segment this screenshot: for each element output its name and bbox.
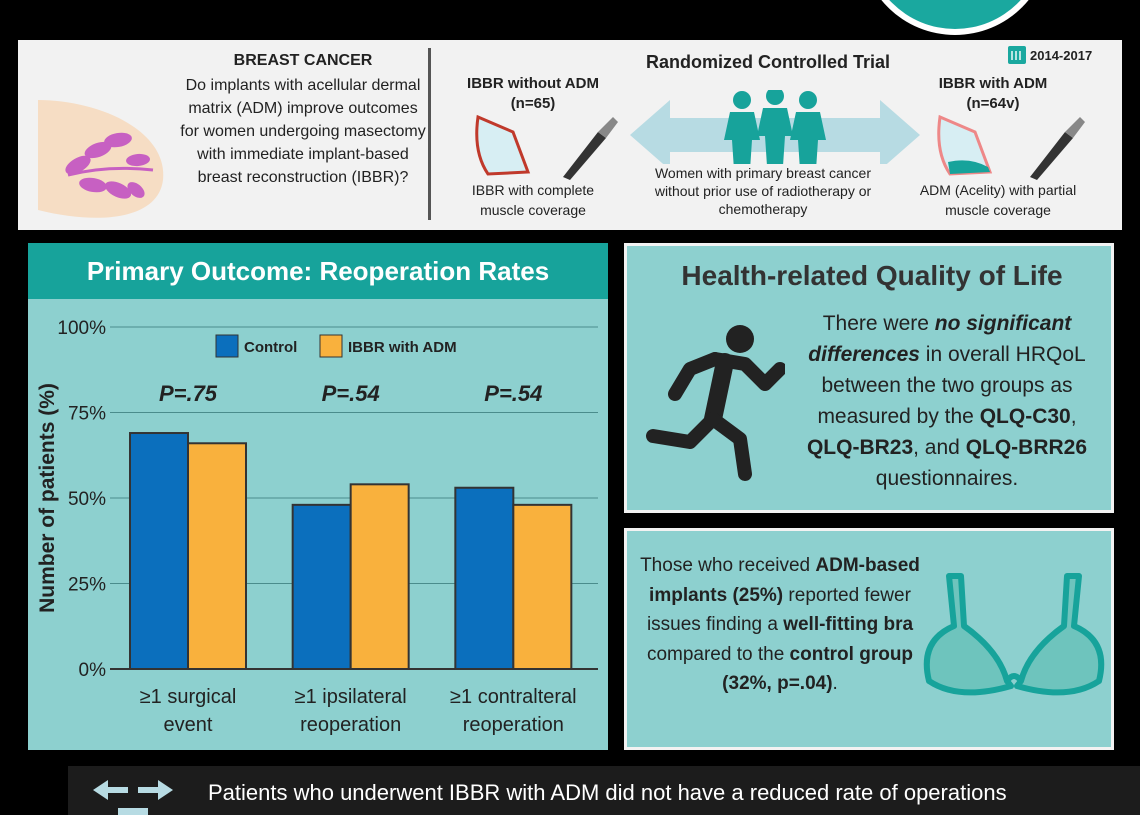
control-arm-caption: IBBR with complete muscle coverage <box>471 182 595 218</box>
hrqol-panel: Health-related Quality of Life There wer… <box>624 243 1114 513</box>
bra-text-3: compared to the <box>646 643 790 665</box>
x-category-label: ≥1 contralteral <box>450 686 577 708</box>
bar-control <box>454 486 515 670</box>
bar-control <box>291 503 352 670</box>
hrqol-summary: There were no significant differences in… <box>792 308 1102 494</box>
p-value-label: P=.54 <box>322 381 380 406</box>
x-category-label: ≥1 ipsilateral <box>295 686 407 708</box>
y-tick-label: 50% <box>68 489 106 510</box>
legend-swatch-control <box>215 334 239 358</box>
hrqol-title: Health-related Quality of Life <box>681 260 1063 291</box>
bra-fit-panel: Those who received ADM-based implants (2… <box>624 528 1114 750</box>
calendar-icon <box>1008 46 1026 64</box>
x-category-label: reoperation <box>300 714 401 736</box>
y-tick-label: 100% <box>57 318 106 339</box>
breast-illustration-icon <box>38 100 164 218</box>
p-value-label: P=.75 <box>159 381 218 406</box>
y-tick-label: 75% <box>68 404 106 425</box>
top-banner <box>0 0 1140 40</box>
bra-fit-summary: Those who received ADM-based implants (2… <box>635 551 925 699</box>
bar-control <box>129 432 189 670</box>
x-category-label: event <box>164 714 213 736</box>
runner-icon <box>646 325 785 481</box>
bra-text-4: . <box>832 673 838 694</box>
hrqol-no-differences: no significant differences <box>808 312 1072 366</box>
study-years: 2014-2017 <box>1008 46 1092 64</box>
hrqol-text-3: , <box>1070 405 1077 428</box>
randomization-arrow <box>630 90 920 170</box>
scalpel-icon <box>563 117 618 180</box>
women-group-icon <box>724 90 826 170</box>
trial-title: Randomized Controlled Trial <box>645 52 891 72</box>
adm-arm-n: (n=64v) <box>966 95 1020 112</box>
adm-arm-illustration <box>937 114 1085 180</box>
questionnaire-brr26: QLQ-BRR26 <box>965 436 1088 459</box>
adm-bra-percent: ADM-based implants (25%) <box>649 555 920 606</box>
p-value-label: P=.54 <box>484 381 542 406</box>
bra-icon <box>923 573 1105 696</box>
conclusion-text: Patients who underwent IBBR with ADM did… <box>208 780 1007 805</box>
x-category-label: reoperation <box>463 714 564 736</box>
header-divider <box>428 48 431 220</box>
study-header: BREAST CANCER Do implants with acellular… <box>18 40 1122 230</box>
hrqol-text-2: in overall HRQoL between the two groups … <box>817 343 1086 428</box>
primary-outcome-panel: Primary Outcome: Reoperation Rates 0% 25%… <box>28 243 608 750</box>
adm-arm-name: IBBR with ADM <box>938 75 1048 92</box>
legend-label: IBBR with ADM <box>348 339 457 356</box>
y-tick-label: 25% <box>68 575 106 596</box>
implant-icon <box>475 114 531 176</box>
conclusion-footer: Patients who underwent IBBR with ADM did… <box>68 766 1140 815</box>
research-question: Do implants with acellular dermal matrix… <box>180 77 426 186</box>
bar-adm <box>349 483 410 670</box>
legend-swatch-adm <box>319 334 343 358</box>
question-title: BREAST CANCER <box>233 52 373 69</box>
control-arm-n: (n=65) <box>510 95 556 112</box>
primary-outcome-title: Primary Outcome: Reoperation Rates <box>28 243 608 299</box>
y-axis-label: Number of patients (%) <box>36 383 59 613</box>
hrqol-text-1: There were <box>822 312 935 335</box>
reoperation-bar-chart: 0% 25% 50% 75% 100% Number of patients (%) Con… <box>36 318 598 736</box>
control-arm-title: IBBR without ADM (n=65) <box>438 74 628 114</box>
legend-label: Control <box>244 339 297 356</box>
adm-arm-caption: ADM (Acelity) with partial muscle covera… <box>919 182 1077 218</box>
logo-circle <box>860 0 1050 35</box>
questionnaire-c30: QLQ-C30 <box>979 405 1071 428</box>
y-tick-label: 0% <box>79 660 107 681</box>
study-years-text: 2014-2017 <box>1030 47 1093 63</box>
hrqol-text-5: questionnaires. <box>875 467 1019 490</box>
bar-adm <box>512 503 573 670</box>
x-category-label: ≥1 surgical <box>140 686 237 708</box>
well-fitting-bra: well-fitting bra <box>783 614 914 635</box>
bra-text-2: reported fewer issues finding a <box>646 584 911 636</box>
control-arm-illustration <box>475 114 618 180</box>
control-bra-percent: control group (32%, p=.04) <box>722 643 914 695</box>
population-caption: Women with primary breast cancer without… <box>638 164 888 218</box>
adm-arm-title: IBBR with ADM (n=64v) <box>903 74 1083 114</box>
exchange-arrows-icon <box>93 780 173 815</box>
questionnaire-br23: QLQ-BR23 <box>806 436 914 459</box>
hrqol-text-4: , and <box>913 436 966 459</box>
scalpel-icon <box>1030 117 1085 180</box>
control-arm-name: IBBR without ADM <box>467 75 599 92</box>
bar-adm <box>187 442 247 670</box>
bra-text-1: Those who received <box>640 555 816 576</box>
